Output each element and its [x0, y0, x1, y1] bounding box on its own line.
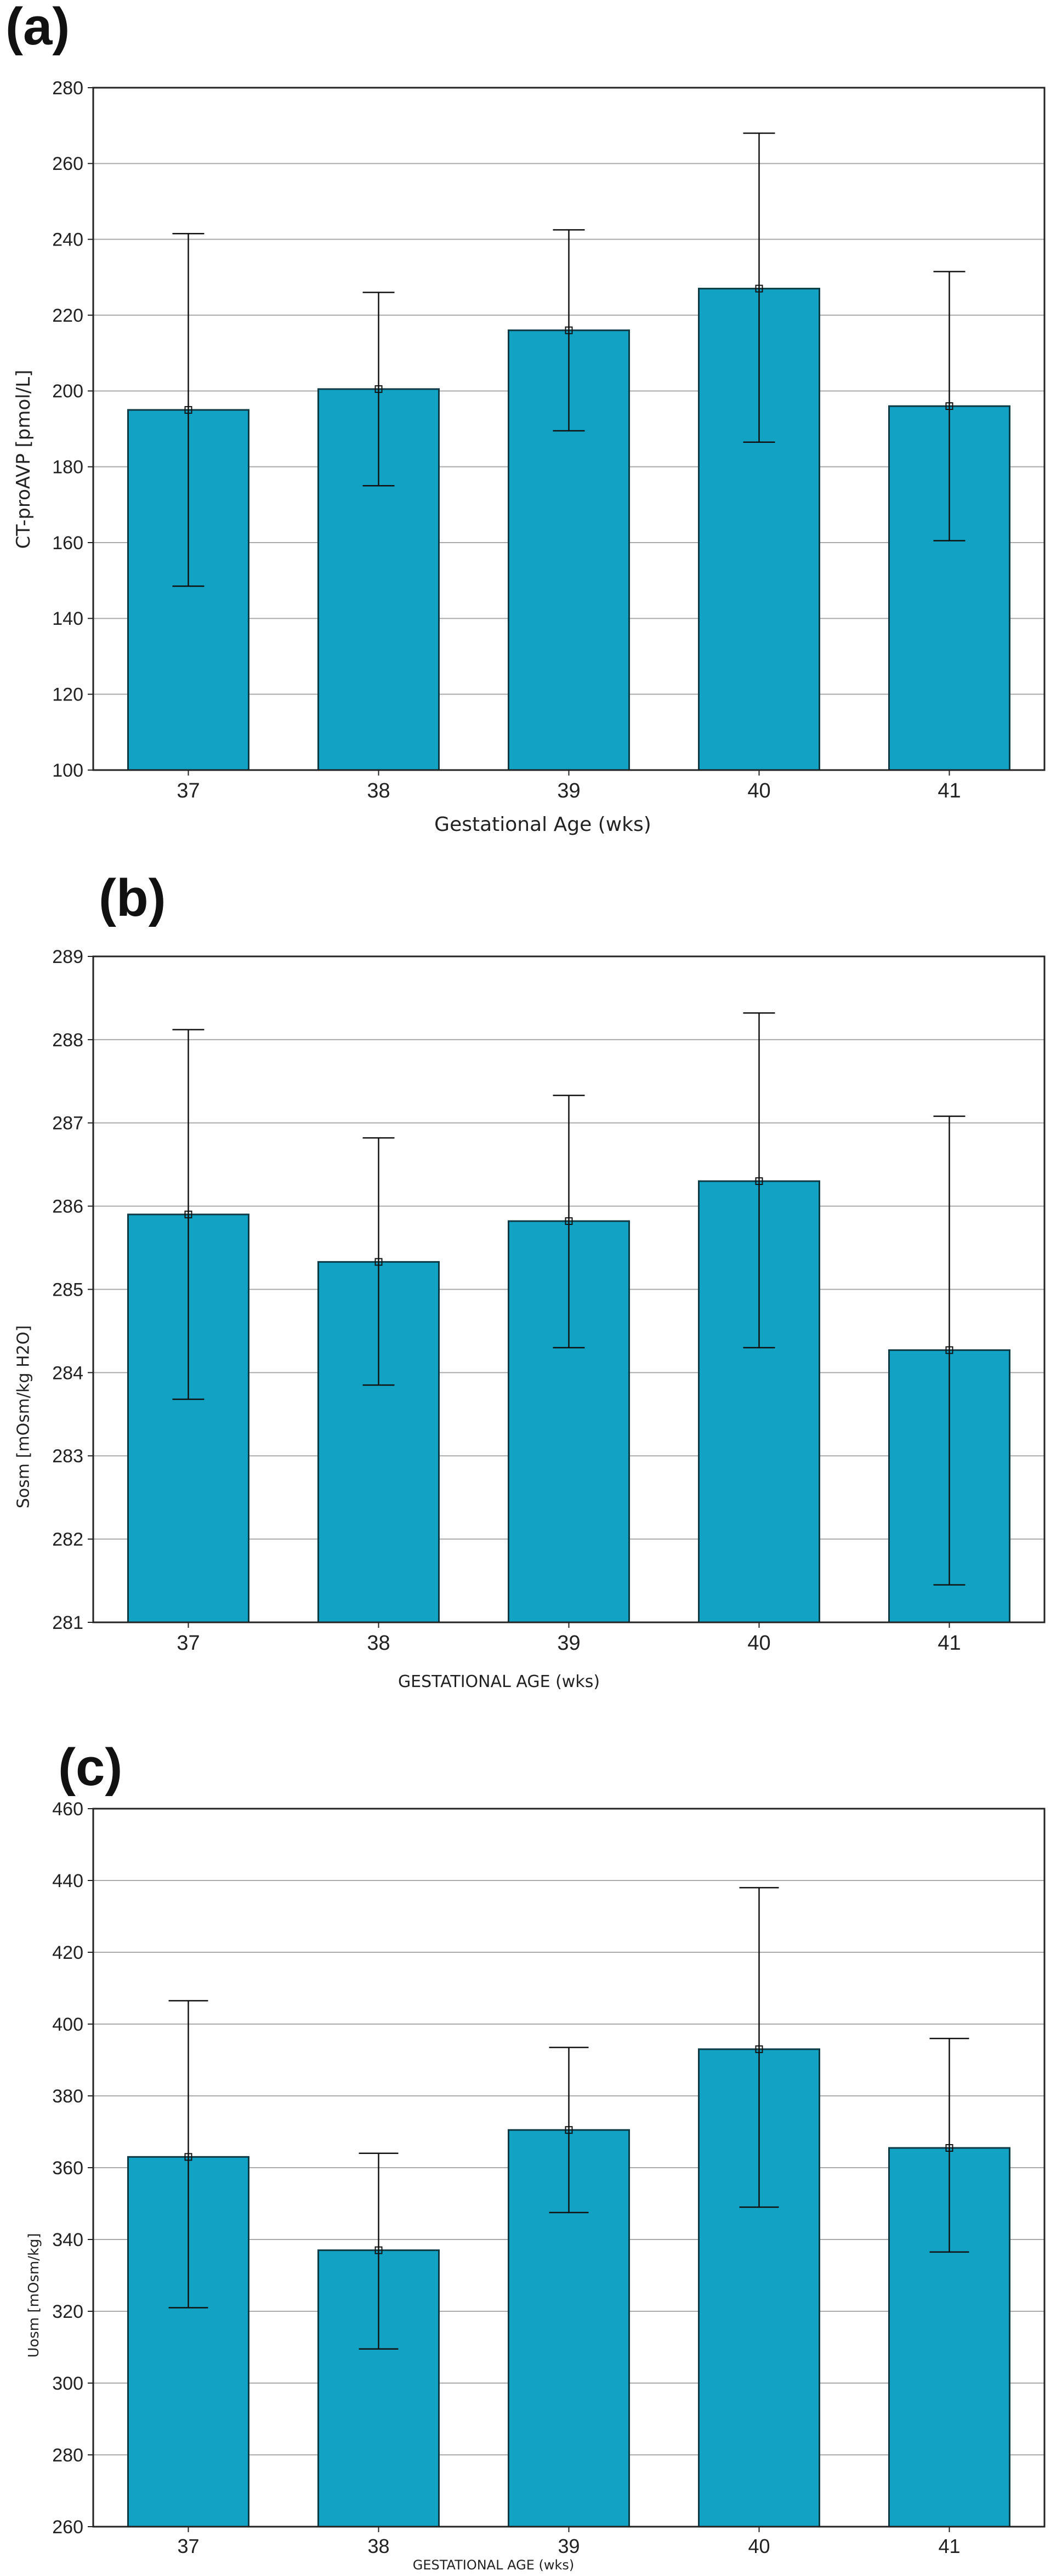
- y-tick-label: 340: [52, 2230, 83, 2250]
- y-tick-label: 380: [52, 2086, 83, 2107]
- mean-marker-37: [184, 406, 192, 414]
- y-tick-label: 260: [52, 153, 83, 174]
- x-tick-label-38: 38: [367, 1632, 390, 1655]
- y-tick-label: 281: [52, 1612, 83, 1633]
- panel-label-c: (c): [58, 1738, 123, 1797]
- y-tick-label: 180: [52, 457, 83, 478]
- y-tick-label: 287: [52, 1113, 83, 1134]
- y-tick-label: 220: [52, 305, 83, 326]
- mean-marker-40: [755, 1177, 763, 1186]
- chart-panel-a: (a) CT-proAVP [pmol/L] 100 120 140 160 180 20…: [0, 0, 1062, 855]
- y-tick-label: 289: [52, 947, 83, 967]
- y-tick-label: 280: [52, 2445, 83, 2466]
- bar-chart-c: 260 280 300 320 340 360 380 400 420 440 460 37 38 39 4…: [52, 1799, 1046, 2557]
- x-axis-label-c: GESTATIONAL AGE (wks): [412, 2557, 575, 2573]
- y-tick-label: 140: [52, 608, 83, 629]
- y-tick-label: 300: [52, 2373, 83, 2394]
- x-tick-label-37: 37: [177, 2535, 199, 2557]
- y-tick-label: 282: [52, 1529, 83, 1550]
- y-tick-label: 440: [52, 1871, 83, 1891]
- x-tick-label-39: 39: [557, 1632, 580, 1655]
- x-tick-label-39: 39: [558, 2535, 580, 2557]
- y-tick-label: 320: [52, 2301, 83, 2322]
- y-tick-label: 460: [52, 1799, 83, 1820]
- mean-marker-38: [374, 1258, 383, 1266]
- x-tick-label-41: 41: [938, 779, 961, 802]
- bar-37: [127, 409, 249, 771]
- mean-marker-38: [374, 385, 383, 393]
- mean-marker-40: [755, 284, 763, 293]
- y-tick-label: 360: [52, 2158, 83, 2179]
- mean-marker-37: [184, 2153, 192, 2161]
- mean-marker-39: [565, 326, 573, 334]
- x-tick-label-40: 40: [748, 2535, 770, 2557]
- mean-marker-39: [565, 2126, 573, 2134]
- y-tick-label: 100: [52, 760, 83, 781]
- x-tick-label-40: 40: [747, 779, 770, 802]
- panel-label-b: (b): [99, 869, 166, 927]
- x-axis-label-a: Gestational Age (wks): [434, 813, 651, 836]
- x-tick-label-38: 38: [367, 779, 390, 802]
- bar-chart-a: 100 120 140 160 180 200 220 240 260 280 37 38 39 40 41: [52, 78, 1046, 802]
- y-tick-label: 160: [52, 533, 83, 554]
- x-tick-label-38: 38: [367, 2535, 389, 2557]
- y-tick-label: 286: [52, 1196, 83, 1217]
- y-tick-label: 240: [52, 230, 83, 250]
- y-tick-label: 288: [52, 1030, 83, 1051]
- x-tick-label-37: 37: [177, 779, 200, 802]
- mean-marker-40: [755, 2045, 763, 2053]
- y-tick-label: 284: [52, 1363, 83, 1383]
- x-tick-label-37: 37: [177, 1632, 200, 1655]
- x-tick-label-39: 39: [557, 779, 580, 802]
- x-tick-label-40: 40: [747, 1632, 770, 1655]
- chart-panel-b: (b) Sosm [mOsm/kg H2O] 281 282 283 284 285 28…: [0, 855, 1062, 1716]
- y-tick-label: 200: [52, 381, 83, 402]
- x-tick-label-41: 41: [938, 2535, 960, 2557]
- panel-label-a: (a): [5, 0, 70, 56]
- y-tick-label: 283: [52, 1446, 83, 1467]
- y-tick-label: 285: [52, 1279, 83, 1300]
- y-tick-label: 120: [52, 685, 83, 705]
- y-tick-label: 400: [52, 2014, 83, 2035]
- plot-frame: [92, 1808, 1046, 2528]
- plot-frame: [92, 87, 1046, 771]
- chart-panel-c: (c) Uosm [mOsm/kg] 260 280 300 320 340 360 380…: [0, 1716, 1062, 2576]
- mean-marker-38: [374, 2246, 383, 2254]
- mean-marker-41: [945, 2144, 953, 2152]
- mean-marker-41: [945, 1346, 953, 1354]
- mean-marker-37: [184, 1210, 192, 1218]
- bar-chart-b: 281 282 283 284 285 286 287 288 289 37 38 39 40 41: [52, 947, 1046, 1655]
- y-tick-label: 260: [52, 2517, 83, 2538]
- y-tick-label: 420: [52, 1942, 83, 1963]
- x-tick-label-41: 41: [938, 1632, 961, 1655]
- plot-frame: [92, 955, 1046, 1623]
- mean-marker-39: [565, 1217, 573, 1225]
- x-axis-label-b: GESTATIONAL AGE (wks): [397, 1672, 600, 1691]
- mean-marker-41: [945, 402, 953, 410]
- y-tick-label: 280: [52, 78, 83, 99]
